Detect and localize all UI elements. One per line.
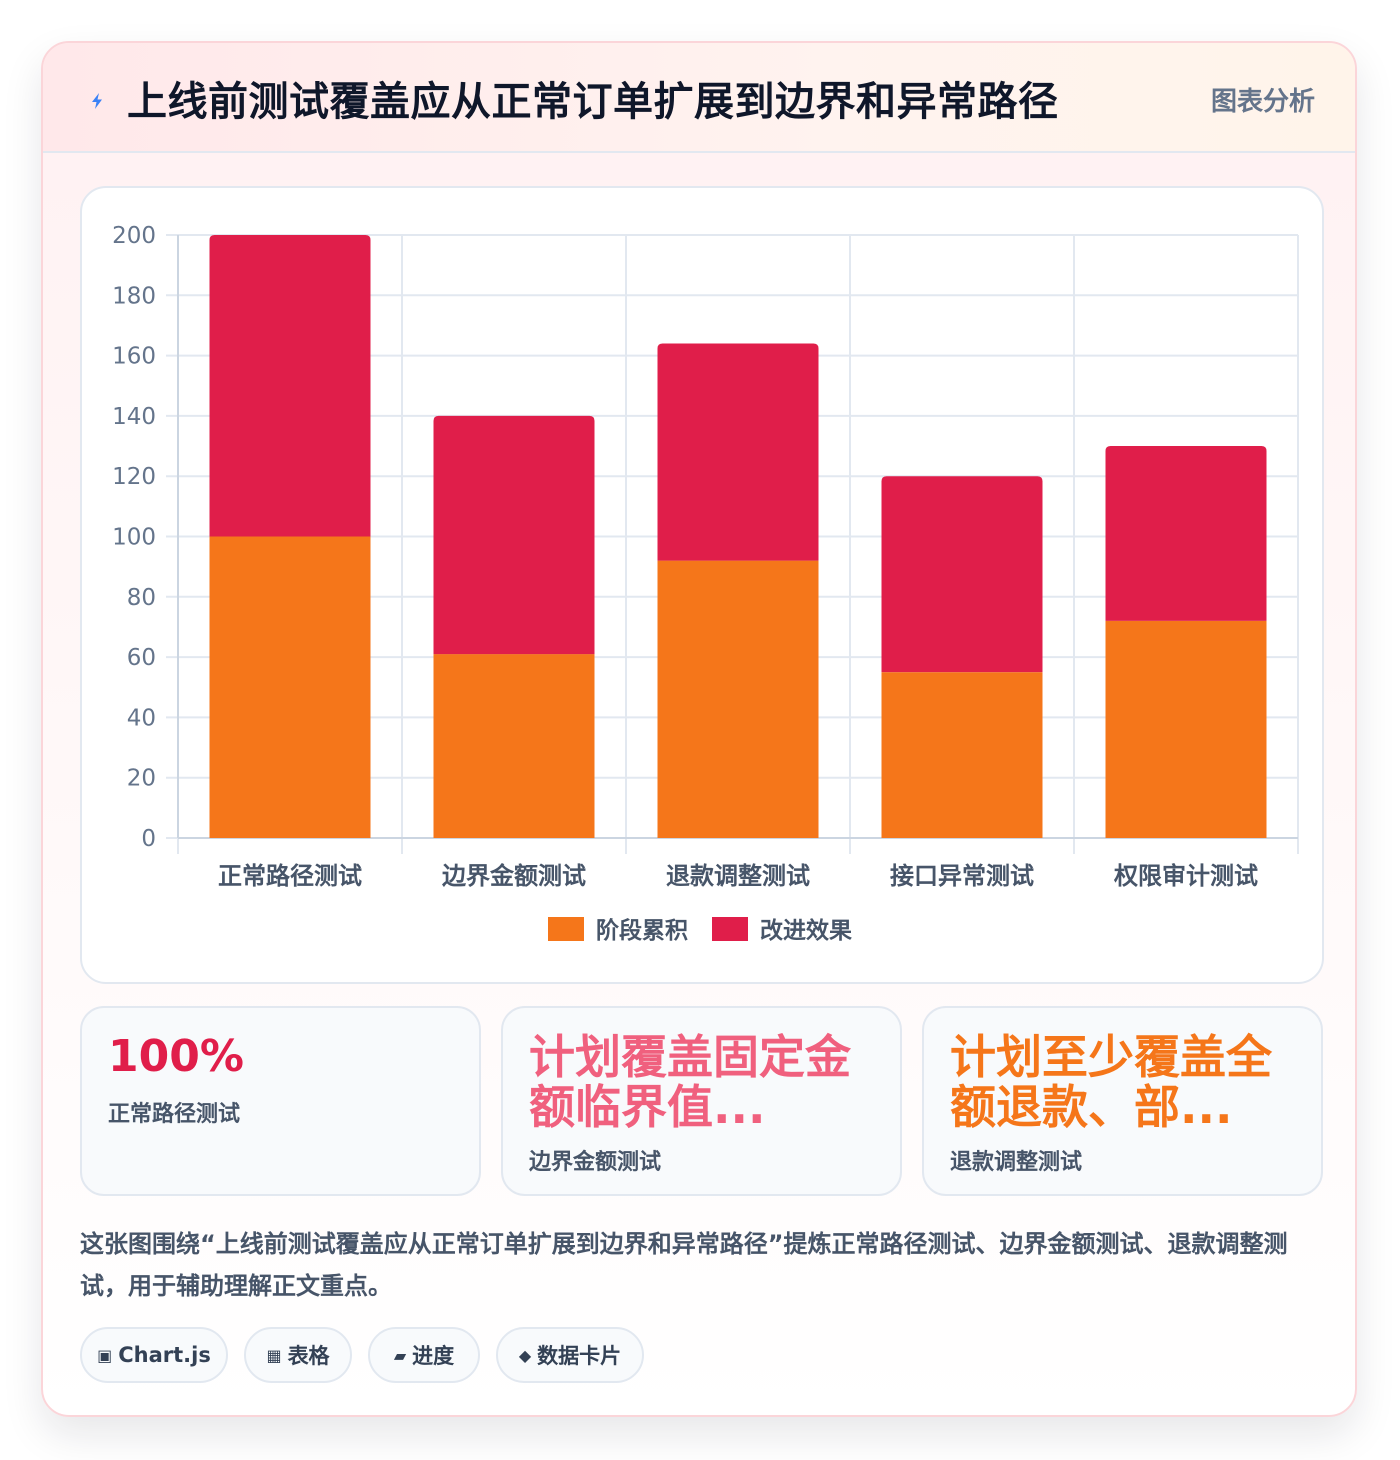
x-tick-label: 权限审计测试 [1113,862,1258,890]
bar-segment [881,672,1043,838]
legend-label: 阶段累积 [596,917,688,944]
stat-card-1: 100% 正常路径测试 [80,1006,481,1196]
bar-segment [881,476,1043,673]
y-tick-label: 40 [127,705,156,731]
y-tick-label: 80 [127,585,156,611]
stat-value: 100% [108,1031,244,1082]
x-tick-label: 退款调整测试 [666,862,810,890]
stat-card-3: 计划至少覆盖全额退款、部... 退款调整测试 [922,1006,1323,1196]
lightning-icon [92,93,102,109]
pill-table[interactable]: ▦ 表格 [244,1327,352,1383]
x-tick-label: 边界金额测试 [442,862,586,890]
bar-segment [657,560,819,838]
pill-label: 进度 [412,1344,455,1368]
bar-segment [433,654,595,838]
y-tick-label: 100 [112,525,156,551]
legend-swatch [548,917,584,941]
diamond-icon: ◆ [518,1345,532,1365]
y-tick-label: 120 [112,464,156,490]
chart-icon: ▣ [97,1345,113,1365]
pill-label: 表格 [287,1344,330,1368]
bar-segment [1105,620,1267,838]
stat-value: 计划至少覆盖全额退款、部... [950,1030,1272,1134]
x-tick-label: 正常路径测试 [218,862,362,890]
x-tick-label: 接口异常测试 [890,862,1034,890]
pill-label: Chart.js [118,1343,211,1367]
pill-label: 数据卡片 [537,1344,622,1368]
y-tick-label: 200 [112,223,156,249]
stat-card-2: 计划覆盖固定金额临界值... 边界金额测试 [501,1006,902,1196]
bar-segment [209,235,371,537]
header-tag: 图表分析 [1210,87,1315,117]
legend-swatch [712,917,748,941]
y-tick-label: 140 [112,404,156,430]
stacked-bar-chart: 0 20 40 60 80 100 120 140 160 180 200 正常路径测试 边界金额测试 退… [112,223,1299,944]
legend-label: 改进效果 [760,917,852,944]
pill-progress[interactable]: ▰ 进度 [368,1327,480,1383]
stat-label: 边界金额测试 [529,1150,662,1175]
stat-label: 退款调整测试 [950,1150,1083,1175]
table-icon: ▦ [266,1345,282,1365]
progress-icon: ▰ [393,1345,407,1365]
y-tick-label: 60 [127,645,156,671]
y-tick-label: 180 [112,283,156,309]
stat-label: 正常路径测试 [108,1102,241,1127]
y-tick-label: 20 [127,766,156,792]
card-header: 上线前测试覆盖应从正常订单扩展到边界和异常路径 图表分析 [43,43,1355,153]
page-title: 上线前测试覆盖应从正常订单扩展到边界和异常路径 [127,79,1059,125]
y-tick-label: 160 [112,344,156,370]
bar-segment [209,536,371,838]
bar-segment [1105,446,1267,621]
chart-panel: 0 20 40 60 80 100 120 140 160 180 200 正常路径测试 边界金额测试 退… [80,186,1324,984]
pill-data-card[interactable]: ◆ 数据卡片 [496,1327,644,1383]
chart-card: 上线前测试覆盖应从正常订单扩展到边界和异常路径 图表分析 0 20 40 60 80 10… [41,41,1357,1417]
pill-chartjs[interactable]: ▣ Chart.js [80,1327,228,1383]
bar-segment [657,343,819,561]
chart-summary: 这张图围绕“上线前测试覆盖应从正常订单扩展到边界和异常路径”提炼正常路径测试、边… [80,1230,1288,1300]
y-tick-label: 0 [141,826,156,852]
bar-segment [433,415,595,655]
stat-value: 计划覆盖固定金额临界值... [529,1030,851,1134]
